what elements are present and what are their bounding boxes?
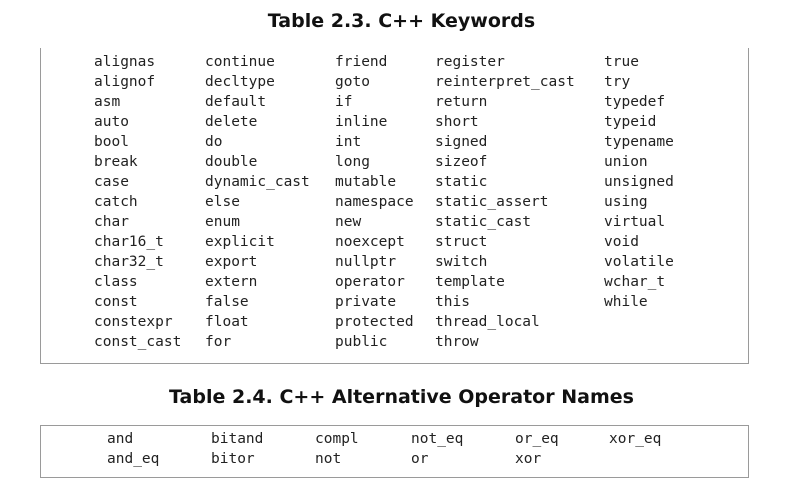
keyword-cell: bool	[94, 134, 129, 150]
keyword-cell: dynamic_cast	[205, 174, 310, 190]
operator-name-cell: bitor	[211, 451, 255, 467]
keyword-cell: throw	[435, 334, 479, 350]
keyword-cell: static_cast	[435, 214, 532, 230]
keyword-cell: catch	[94, 194, 138, 210]
keyword-cell: try	[604, 74, 631, 90]
keyword-cell: new	[335, 214, 362, 230]
keyword-cell: union	[604, 154, 648, 170]
keyword-cell: while	[604, 294, 648, 310]
table-2-3-caption: Table 2.3. C++ Keywords	[267, 10, 536, 32]
keyword-cell: delete	[205, 114, 258, 130]
keyword-cell: float	[205, 314, 249, 330]
keyword-cell: volatile	[604, 254, 674, 270]
keyword-cell: static_assert	[435, 194, 549, 210]
keyword-cell: extern	[205, 274, 258, 290]
keyword-cell: asm	[94, 94, 121, 110]
keyword-cell: for	[205, 334, 232, 350]
keyword-cell: case	[94, 174, 129, 190]
keyword-cell: char16_t	[94, 234, 164, 250]
operator-name-cell: bitand	[211, 431, 264, 447]
keyword-cell: decltype	[205, 74, 275, 90]
operator-name-cell: not_eq	[411, 431, 464, 447]
keyword-cell: export	[205, 254, 258, 270]
operator-name-cell: compl	[315, 431, 359, 447]
operator-name-cell: and_eq	[107, 451, 160, 467]
keyword-cell: inline	[335, 114, 388, 130]
operator-name-cell: xor_eq	[609, 431, 662, 447]
table-2-4-caption: Table 2.4. C++ Alternative Operator Name…	[169, 386, 634, 408]
keyword-cell: namespace	[335, 194, 414, 210]
keyword-cell: return	[435, 94, 488, 110]
operator-name-cell: or	[411, 451, 429, 467]
keyword-cell: const_cast	[94, 334, 182, 350]
keyword-cell: typename	[604, 134, 674, 150]
keyword-cell: short	[435, 114, 479, 130]
keyword-cell: else	[205, 194, 240, 210]
keyword-cell: reinterpret_cast	[435, 74, 575, 90]
keyword-cell: register	[435, 54, 505, 70]
keyword-cell: typedef	[604, 94, 666, 110]
operator-name-cell: and	[107, 431, 134, 447]
keyword-cell: int	[335, 134, 362, 150]
keyword-cell: enum	[205, 214, 240, 230]
keyword-cell: noexcept	[335, 234, 405, 250]
keyword-cell: virtual	[604, 214, 666, 230]
keyword-cell: false	[205, 294, 249, 310]
keyword-cell: wchar_t	[604, 274, 666, 290]
keyword-cell: continue	[205, 54, 275, 70]
keyword-cell: class	[94, 274, 138, 290]
keyword-cell: public	[335, 334, 388, 350]
keyword-cell: alignas	[94, 54, 156, 70]
keywords-table: alignas alignof asm auto bool break case catch c…	[40, 48, 749, 364]
keyword-cell: switch	[435, 254, 488, 270]
keyword-cell: using	[604, 194, 648, 210]
keyword-cell: long	[335, 154, 370, 170]
keyword-cell: friend	[335, 54, 388, 70]
keyword-cell: alignof	[94, 74, 156, 90]
operator-name-cell: or_eq	[515, 431, 559, 447]
keyword-cell: goto	[335, 74, 370, 90]
keyword-cell: if	[335, 94, 353, 110]
keyword-cell: thread_local	[435, 314, 540, 330]
keyword-cell: void	[604, 234, 639, 250]
keyword-cell: private	[335, 294, 397, 310]
keyword-cell: nullptr	[335, 254, 397, 270]
keyword-cell: char32_t	[94, 254, 164, 270]
keyword-cell: auto	[94, 114, 129, 130]
keyword-cell: char	[94, 214, 129, 230]
keyword-cell: typeid	[604, 114, 657, 130]
keyword-cell: const	[94, 294, 138, 310]
operator-name-cell: xor	[515, 451, 542, 467]
keyword-cell: operator	[335, 274, 405, 290]
operator-name-cell: not	[315, 451, 342, 467]
keyword-cell: static	[435, 174, 488, 190]
keyword-cell: break	[94, 154, 138, 170]
keyword-cell: sizeof	[435, 154, 488, 170]
keyword-cell: unsigned	[604, 174, 674, 190]
keyword-cell: mutable	[335, 174, 397, 190]
keyword-cell: template	[435, 274, 505, 290]
keyword-cell: struct	[435, 234, 488, 250]
keyword-cell: true	[604, 54, 639, 70]
keyword-cell: double	[205, 154, 258, 170]
keyword-cell: default	[205, 94, 267, 110]
keyword-cell: explicit	[205, 234, 275, 250]
keyword-cell: this	[435, 294, 470, 310]
keyword-cell: signed	[435, 134, 488, 150]
keyword-cell: do	[205, 134, 223, 150]
keyword-cell: protected	[335, 314, 414, 330]
keyword-cell: constexpr	[94, 314, 173, 330]
